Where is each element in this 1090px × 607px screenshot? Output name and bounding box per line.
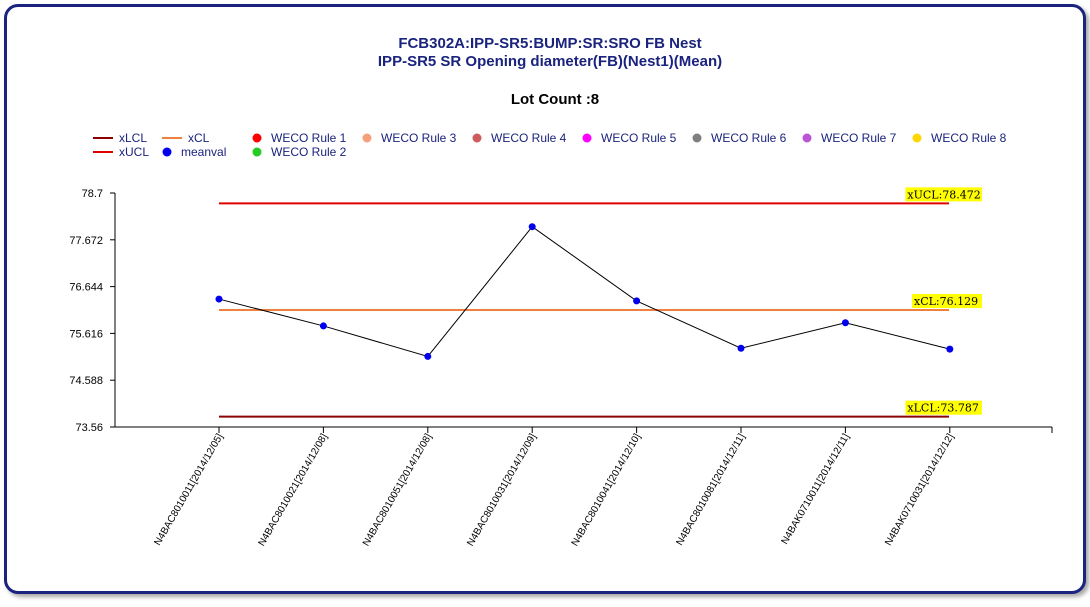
chart-title: FCB302A:IPP-SR5:BUMP:SR:SRO FB Nest — [398, 35, 701, 52]
x-tick-label: N4BAC8010021[2014/12/08] — [257, 432, 331, 548]
meanval-point — [633, 297, 641, 305]
legend-label-xucl: xUCL — [119, 145, 149, 159]
xlcl-label: xLCL:73.787 — [907, 402, 978, 415]
legend-swatch-weco-rule-8 — [912, 133, 922, 143]
x-tick-label: N4BAC8010041[2014/12/10] — [570, 432, 644, 548]
control-limits: xUCL:78.472 xCL:76.129 xLCL:73.787 — [219, 187, 982, 418]
control-chart: FCB302A:IPP-SR5:BUMP:SR:SRO FB Nest IPP-… — [69, 35, 1053, 548]
meanval-point — [946, 345, 954, 353]
x-ticks: N4BAC8010011[2014/12/05] N4BAC8010021[201… — [153, 427, 957, 548]
legend-label-weco-rule-4: WECO Rule 4 — [491, 131, 567, 145]
legend-swatch-weco-rule-3 — [362, 133, 372, 143]
y-tick-label: 77.672 — [69, 235, 103, 247]
y-tick-label: 75.616 — [69, 328, 103, 340]
chart-subtitle: IPP-SR5 SR Opening diameter(FB)(Nest1)(M… — [378, 53, 722, 70]
xlcl-label-bg — [905, 400, 982, 415]
legend-swatch-weco-rule-4 — [472, 133, 482, 143]
legend-swatch-weco-rule-5 — [582, 133, 592, 143]
x-tick-label: N4BAC8010051[2014/12/08] — [361, 432, 435, 548]
meanval-point — [841, 319, 849, 327]
legend-label-weco-rule-6: WECO Rule 6 — [711, 131, 787, 145]
meanval-point — [319, 322, 327, 330]
meanval-point — [737, 344, 745, 352]
x-tick-label: N4BAC8010031[2014/12/09] — [465, 432, 539, 548]
meanval-line — [218, 226, 950, 358]
chart-frame: FCB302A:IPP-SR5:BUMP:SR:SRO FB Nest IPP-… — [4, 4, 1086, 594]
y-tick-label: 76.644 — [69, 282, 103, 294]
y-tick-label: 78.7 — [82, 188, 103, 200]
legend-label-xcl: xCL — [188, 131, 210, 145]
meanval-point — [528, 223, 536, 231]
legend-label-weco-rule-7: WECO Rule 7 — [821, 131, 897, 145]
x-tick-label: N4BAK0710031[2014/12/12] — [883, 432, 956, 548]
legend-swatch-weco-rule-2 — [252, 147, 262, 157]
meanval-point — [424, 352, 432, 360]
legend-swatch-weco-rule-6 — [692, 133, 702, 143]
y-tick-label: 74.588 — [69, 375, 103, 387]
xcl-label-bg — [912, 294, 982, 309]
x-tick-label: N4BAC8010081[2014/12/11] — [675, 432, 748, 548]
x-tick-label: N4BAK0710011[2014/12/11] — [780, 432, 853, 547]
legend-label-weco-rule-1: WECO Rule 1 — [271, 131, 347, 145]
legend-label-xlcl: xLCL — [119, 131, 147, 145]
xcl-label: xCL:76.129 — [914, 295, 978, 308]
axes — [114, 193, 1053, 433]
legend-label-weco-rule-5: WECO Rule 5 — [601, 131, 677, 145]
legend-swatch-meanval — [162, 147, 172, 157]
legend-label-meanval: meanval — [181, 145, 226, 159]
y-ticks: 78.7 77.672 76.644 75.616 74.588 73.56 — [69, 188, 115, 434]
meanval-point — [215, 295, 223, 303]
legend: xLCL xCL WECO Rule 1 WECO Rule 3 WECO Rule 4… — [93, 131, 1007, 159]
xucl-label: xUCL:78.472 — [907, 188, 980, 201]
xucl-label-bg — [905, 187, 982, 202]
legend-swatch-weco-rule-7 — [802, 133, 812, 143]
legend-swatch-weco-rule-1 — [252, 133, 262, 143]
meanval-series — [215, 223, 954, 360]
x-tick-label: N4BAC8010011[2014/12/05] — [153, 432, 226, 548]
legend-label-weco-rule-3: WECO Rule 3 — [381, 131, 457, 145]
legend-label-weco-rule-2: WECO Rule 2 — [271, 145, 347, 159]
lot-count-label: Lot Count :8 — [511, 91, 599, 108]
y-tick-label: 73.56 — [75, 422, 103, 434]
legend-label-weco-rule-8: WECO Rule 8 — [931, 131, 1007, 145]
